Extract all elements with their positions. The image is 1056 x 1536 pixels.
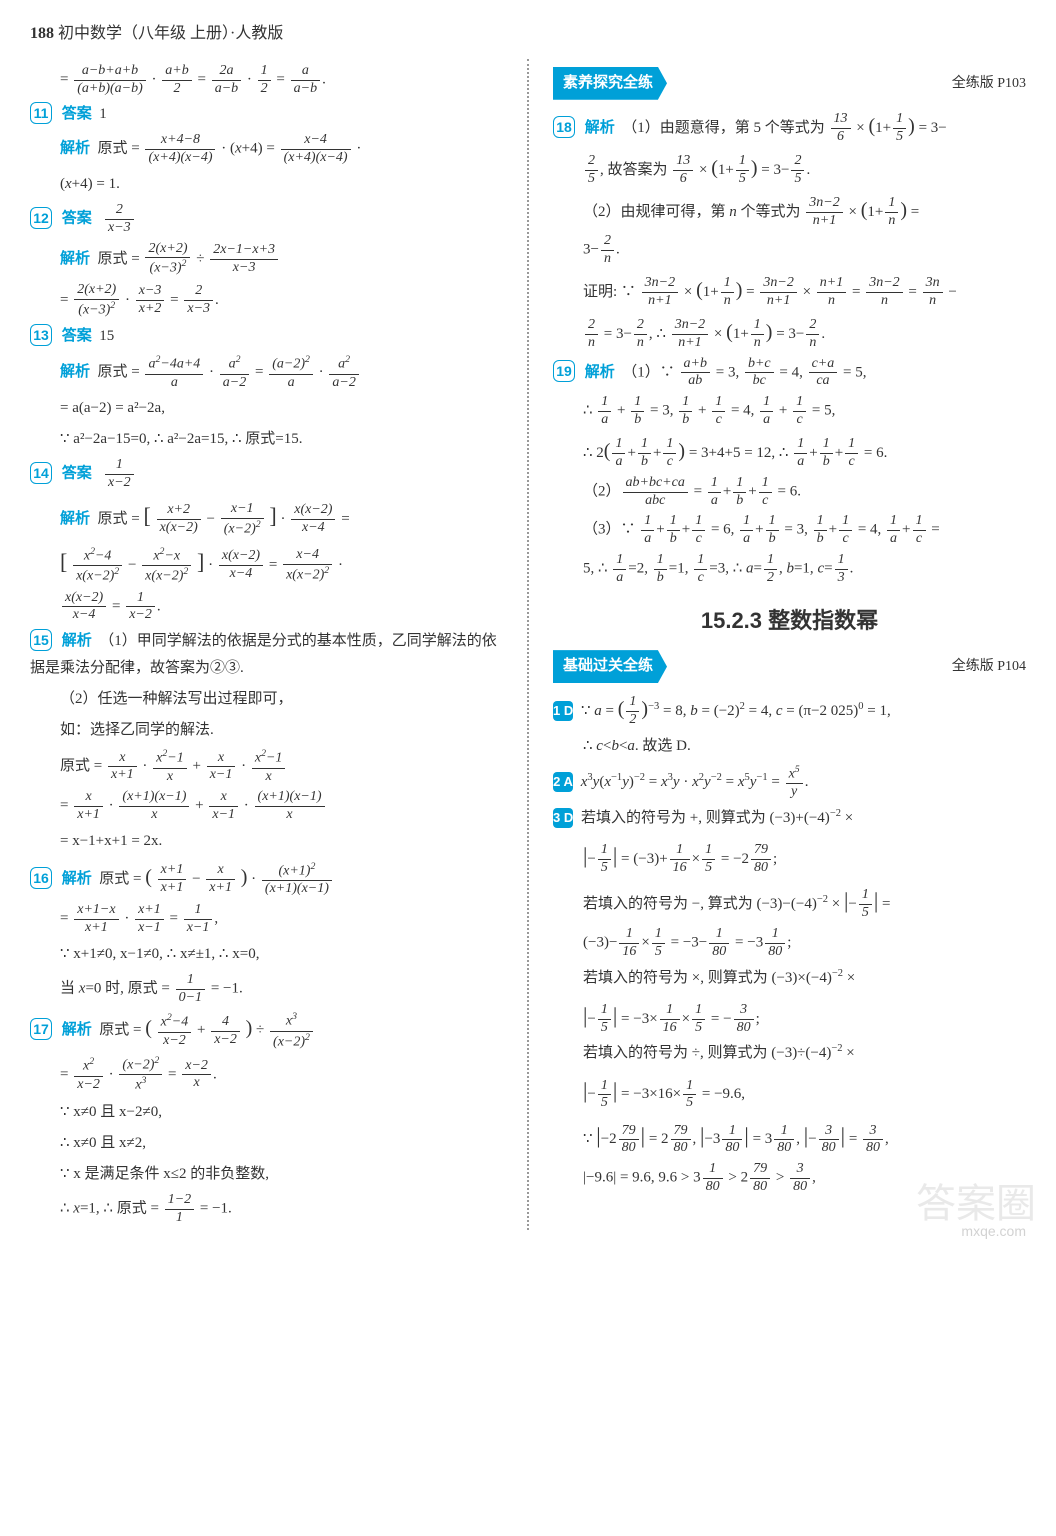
section-title: 15.2.3 整数指数幂: [553, 601, 1026, 641]
item-11: 11 答案 1: [30, 101, 503, 128]
badge-18: 18: [553, 116, 575, 138]
page-number: 188: [30, 25, 54, 42]
badge-17: 17: [30, 1018, 52, 1040]
item-15: 15 解析 （1）甲同学解法的依据是分式的基本性质，乙同学解法的依据是乘法分配律…: [30, 628, 503, 682]
badge-11: 11: [30, 102, 52, 124]
badge-12: 12: [30, 207, 52, 229]
badge-13: 13: [30, 324, 52, 346]
badge-14: 14: [30, 462, 52, 484]
q2: 2 A x3y(x−1y)−2 = x3y · x2y−2 = x5y−1 = …: [553, 764, 1026, 801]
item-18: 18 解析 （1）由题意得，第 5 个等式为 136 × (1+15) = 3−: [553, 108, 1026, 146]
badge-19: 19: [553, 360, 575, 382]
item-17: 17 解析 原式 = ( x2−4x−2 + 4x−2 ) ÷ x3(x−2)2: [30, 1010, 503, 1051]
book-title: 初中数学（八年级 上册）·人教版: [58, 25, 283, 42]
line-intro: = a−b+a+b(a+b)(a−b) · a+b2 = 2aa−b · 12 …: [30, 63, 503, 98]
left-column: = a−b+a+b(a+b)(a−b) · a+b2 = 2aa−b · 12 …: [30, 59, 503, 1231]
item-16: 16 解析 原式 = ( x+1x+1 − xx+1 ) · (x+1)2(x+…: [30, 859, 503, 898]
item-13: 13 答案 15: [30, 323, 503, 350]
badge-16: 16: [30, 867, 52, 889]
item-11-jiexi: 解析 原式 = x+4−8(x+4)(x−4) · (x+4) = x−4(x+…: [30, 132, 503, 167]
q1: 1 D ∵ a = (12)−3 = 8, b = (−2)2 = 4, c =…: [553, 691, 1026, 729]
q3: 3 D 若填入的符号为 +, 则算式为 (−3)+(−4)−2 ×: [553, 805, 1026, 832]
right-column: 素养探究全练 全练版 P103 18 解析 （1）由题意得，第 5 个等式为 1…: [553, 59, 1026, 1231]
watermark-url: mxqe.com: [961, 1219, 1026, 1244]
item-19: 19 解析 （1）∵ a+bab = 3, b+cbc = 4, c+aca =…: [553, 356, 1026, 391]
banner-suyang: 素养探究全练 全练版 P103: [553, 67, 1026, 100]
item-14: 14 答案 1x−2: [30, 457, 503, 492]
badge-15: 15: [30, 629, 52, 651]
banner-jichu: 基础过关全练 全练版 P104: [553, 650, 1026, 683]
column-divider: [527, 59, 529, 1231]
page-header: 188 初中数学（八年级 上册）·人教版: [30, 20, 1026, 49]
item-12: 12 答案 2x−3: [30, 202, 503, 237]
